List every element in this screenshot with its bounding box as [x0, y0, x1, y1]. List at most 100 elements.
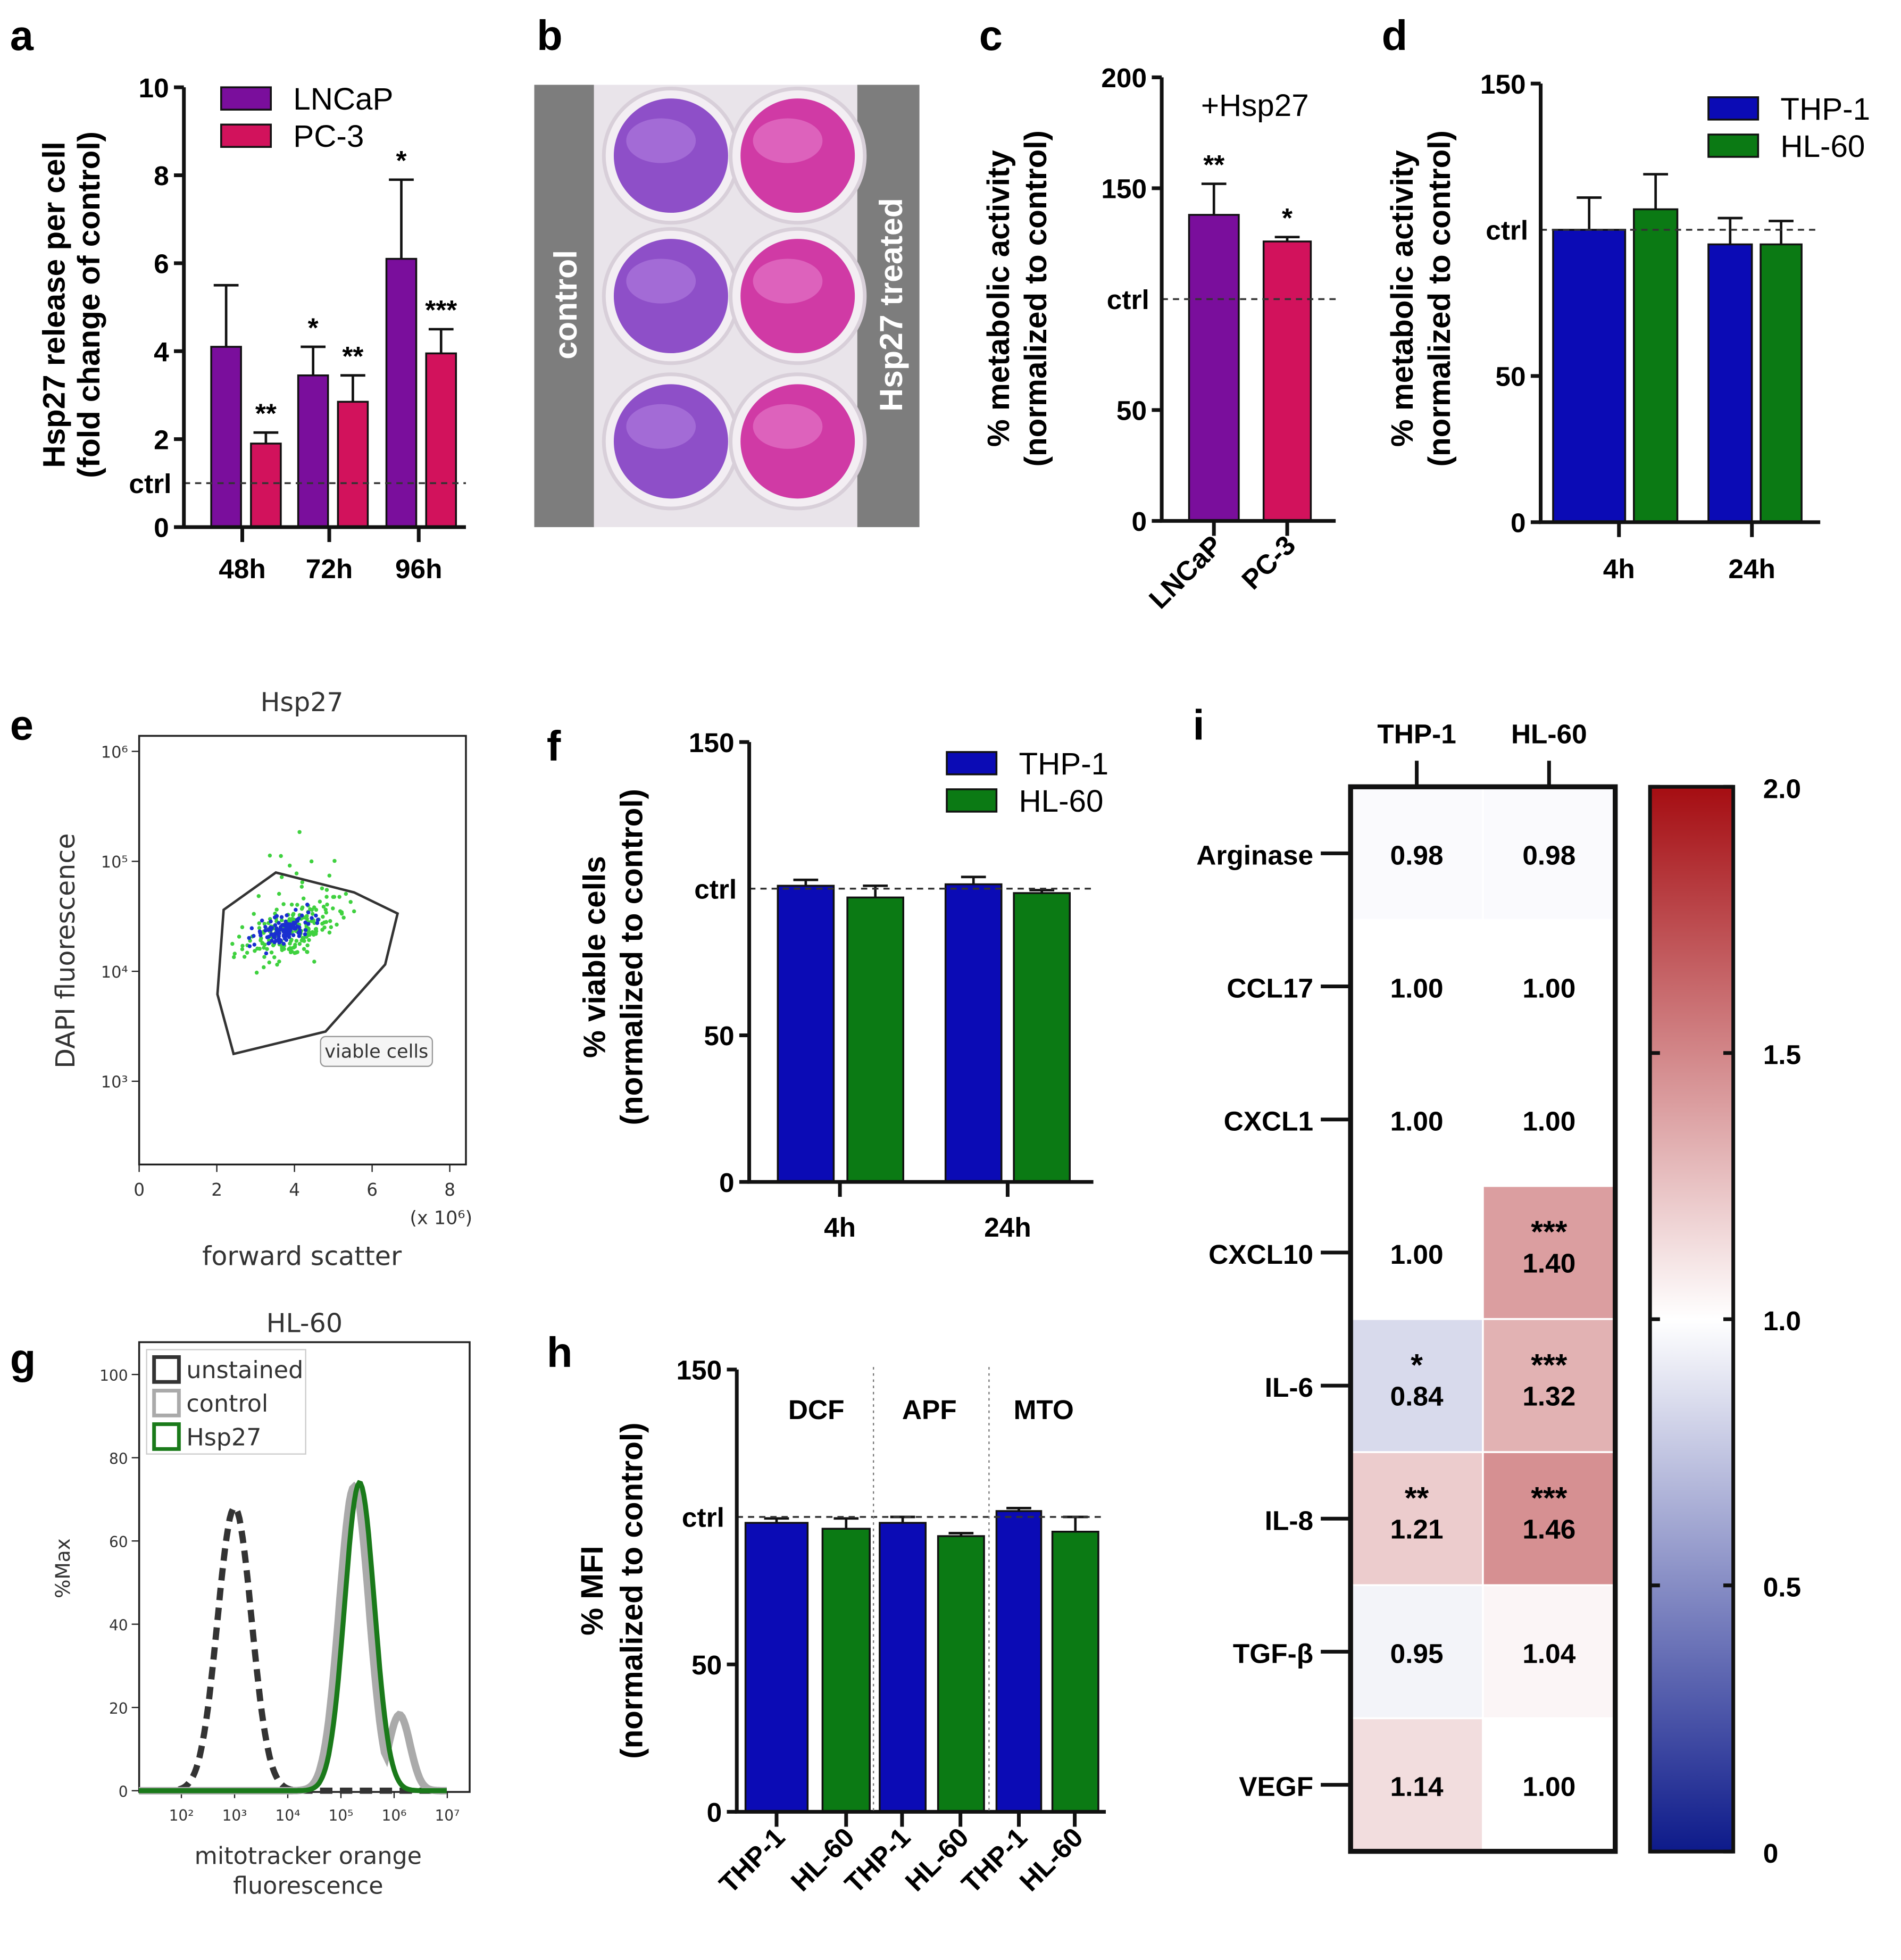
x-tick-label: 10⁴ — [276, 1807, 301, 1824]
x-tick-label: 24h — [1728, 553, 1775, 584]
y-tick-label: 2 — [154, 424, 169, 455]
scatter-point-blue — [278, 924, 283, 929]
y-tick-label: 60 — [109, 1533, 128, 1551]
treated-strip — [857, 85, 920, 528]
scatter-point-green — [299, 906, 304, 911]
scatter-point-green — [231, 955, 236, 960]
significance-stars: *** — [1531, 1348, 1567, 1382]
error-bar — [1029, 889, 1055, 894]
scatter-point-blue — [257, 929, 262, 933]
y-tick-label: 10⁵ — [101, 853, 128, 872]
y-axis-title: %Max — [51, 1538, 74, 1598]
scatter-point-green — [323, 907, 328, 912]
cell-value: 1.00 — [1390, 1239, 1444, 1270]
scatter-point-green — [324, 895, 329, 899]
scatter-point-green — [321, 914, 325, 919]
y-tick-label: 6 — [154, 248, 169, 279]
cell-value: 1.00 — [1522, 973, 1575, 1004]
x-tick-label: 0 — [134, 1180, 145, 1200]
cell-value: 1.04 — [1522, 1638, 1575, 1669]
chart-f — [739, 740, 1094, 1197]
scatter-point-blue — [263, 924, 268, 929]
scatter-point-blue — [310, 916, 314, 920]
scatter-point-green — [312, 905, 316, 910]
scatter-point-green — [245, 950, 249, 955]
legend-label: HL-60 — [1019, 784, 1103, 819]
y-tick-label: 40 — [109, 1616, 128, 1634]
colorbar — [1648, 785, 1736, 1854]
scatter-point-green — [287, 947, 291, 952]
legend-label: PC-3 — [293, 119, 364, 154]
scatter-point-green — [310, 930, 315, 935]
chart-title: +Hsp27 — [1201, 88, 1309, 123]
scatter-point-green — [291, 945, 296, 950]
y-tick-label: 80 — [109, 1450, 128, 1467]
cell-value: 0.95 — [1390, 1638, 1444, 1669]
y-axis-title-line2: (normalized to control) — [615, 789, 649, 1125]
cell-value: 0.98 — [1522, 839, 1575, 870]
panel-label-g: g — [10, 1335, 36, 1382]
histogram-unstained — [139, 1504, 447, 1794]
scatter-point-green — [331, 906, 335, 911]
scatter-point-green — [279, 875, 284, 879]
bar-pc-3-96h — [425, 352, 457, 528]
significance-stars: *** — [1531, 1215, 1567, 1249]
scatter-point-blue — [281, 923, 286, 927]
x-tick-label: 96h — [395, 553, 443, 584]
y-tick-label: 10 — [139, 72, 169, 103]
scatter-point-green — [324, 920, 329, 924]
scatter-point-green — [275, 962, 279, 967]
chart-h — [727, 1367, 1106, 1827]
heatmap-cell — [1349, 919, 1484, 1054]
scatter-point-blue — [247, 936, 252, 940]
viable-cells-gate[interactable] — [216, 871, 399, 1056]
x-axis-title: mitotracker orange — [195, 1843, 422, 1870]
significance-stars: ** — [1203, 149, 1224, 180]
significance-stars: *** — [1531, 1481, 1567, 1516]
x-tick-label: 10³ — [222, 1807, 247, 1824]
scatter-point-green — [341, 915, 346, 920]
scatter-point-green — [328, 919, 332, 923]
x-tick-label: 10⁷ — [435, 1807, 460, 1824]
scatter-point-green — [302, 947, 306, 951]
y-tick-label: 4 — [154, 336, 169, 367]
scatter-point-green — [299, 885, 304, 889]
legend-label: THP-1 — [1780, 92, 1870, 127]
scatter-point-green — [332, 895, 337, 899]
error-bar — [833, 1517, 859, 1529]
cell-value: 1.14 — [1390, 1771, 1444, 1802]
scatter-point-green — [280, 945, 284, 949]
ctrl-tick-label: ctrl — [129, 468, 171, 499]
bar-hl-60-4h — [1633, 208, 1679, 523]
legend-label: unstained — [186, 1357, 303, 1384]
y-axis-title-line2: (fold change of control) — [72, 131, 106, 478]
scatter-point-green — [277, 960, 281, 964]
scatter-point-green — [300, 880, 305, 885]
scatter-point-green — [268, 853, 272, 858]
heatmap-cell — [1482, 1451, 1616, 1587]
error-bar — [428, 328, 454, 354]
error-bar — [1717, 216, 1743, 245]
row-label: Arginase — [1196, 839, 1313, 870]
histogram-hsp27 — [139, 1480, 447, 1794]
scatter-point-green — [267, 960, 271, 965]
legend-swatch-pc-3 — [220, 123, 272, 148]
scatter-point-blue — [266, 928, 271, 932]
scatter-point-blue — [249, 926, 254, 930]
error-bar — [1063, 1515, 1088, 1532]
cell-value: 1.00 — [1390, 1106, 1444, 1137]
scatter-point-green — [327, 873, 332, 878]
bar-hl-60-hl-60 — [1051, 1530, 1099, 1813]
colorbar-tick-label: 2.0 — [1763, 773, 1801, 804]
scatter-point-blue — [285, 913, 289, 918]
scatter-point-blue — [291, 920, 296, 925]
cell-value: 1.00 — [1390, 973, 1444, 1004]
scatter-point-green — [240, 944, 245, 948]
scatter-point-green — [310, 919, 314, 923]
chart-c — [1152, 75, 1336, 536]
scatter-point-green — [307, 938, 311, 943]
error-bar — [1274, 236, 1300, 241]
x-tick-label: THP-1 — [955, 1822, 1033, 1899]
significance-stars: * — [396, 145, 407, 176]
